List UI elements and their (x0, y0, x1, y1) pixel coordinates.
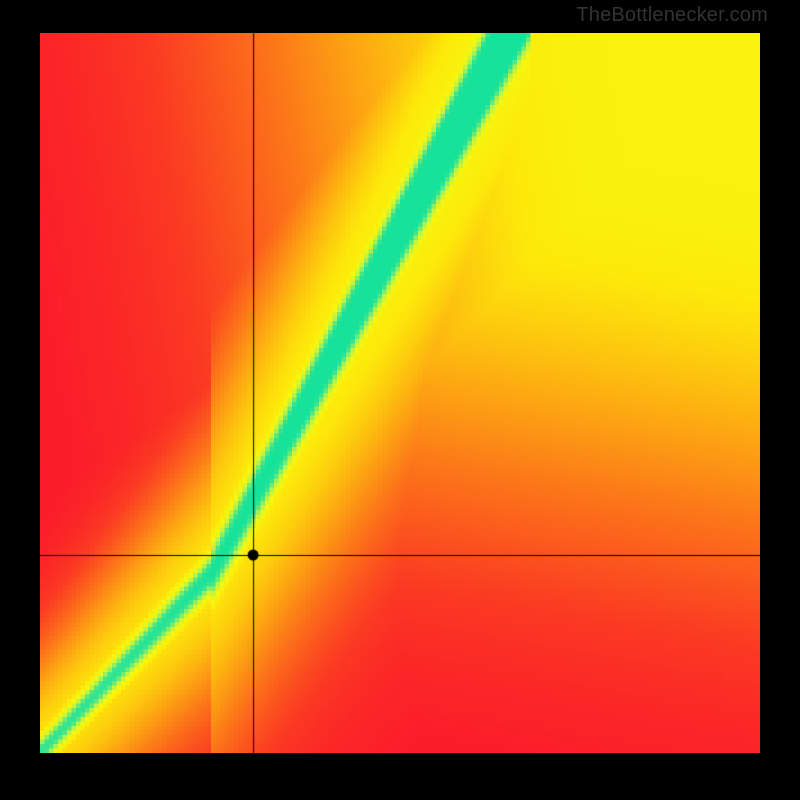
watermark-text: TheBottlenecker.com (576, 4, 768, 27)
crosshair-overlay (40, 33, 760, 753)
chart-container: TheBottlenecker.com (0, 0, 800, 800)
